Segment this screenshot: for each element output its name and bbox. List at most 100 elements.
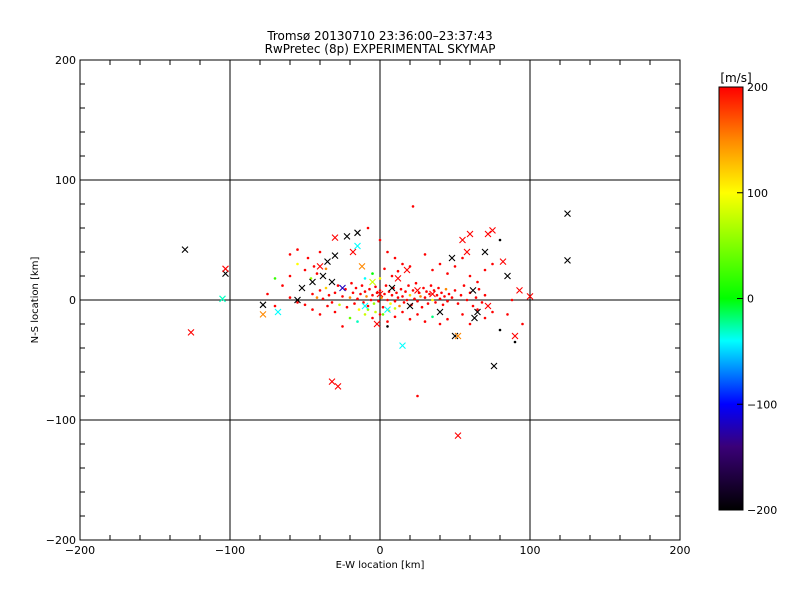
data-point-dot — [521, 322, 524, 326]
data-point-dot — [266, 292, 269, 296]
data-point-cross — [259, 301, 267, 309]
data-point-cross — [526, 293, 534, 300]
data-point-dot — [498, 328, 502, 332]
data-point-dot — [483, 268, 487, 272]
colorbar: [m/s] 200 100 0 −100 −200 — [718, 71, 777, 517]
data-point-dot — [396, 269, 400, 273]
y-tick-label: 200 — [55, 54, 76, 67]
data-point-dot — [431, 268, 434, 272]
colorbar-tick-label: 100 — [747, 187, 768, 200]
data-point-dot — [318, 289, 322, 292]
data-point-dot — [447, 292, 451, 296]
data-point-cross — [504, 272, 511, 280]
data-point-dot — [513, 340, 517, 344]
x-tick-label: −100 — [215, 544, 245, 557]
data-point-dot — [393, 256, 397, 260]
data-point-dot — [321, 297, 325, 301]
data-point-cross — [489, 227, 496, 234]
data-point-cross — [564, 257, 571, 264]
data-point-dot — [425, 290, 428, 293]
data-point-cross — [516, 287, 523, 294]
data-point-cross — [334, 383, 342, 390]
data-point-dot — [359, 292, 362, 296]
x-axis-label: E-W location [km] — [336, 560, 425, 571]
data-point-dot — [476, 308, 479, 311]
data-point-dot — [348, 296, 352, 299]
data-point-cross — [481, 248, 489, 256]
data-point-dot — [306, 256, 310, 260]
data-point-cross — [490, 362, 498, 370]
data-point-dot — [411, 205, 415, 208]
data-point-cross — [511, 332, 519, 340]
data-point-dot — [386, 250, 389, 254]
data-point-dot — [281, 284, 284, 287]
data-point-cross — [474, 308, 481, 316]
data-point-cross — [499, 258, 507, 265]
data-point-cross — [484, 230, 492, 238]
data-point-cross — [358, 263, 366, 270]
data-point-dot — [396, 296, 400, 299]
data-point-dot — [462, 284, 466, 287]
data-point-dot — [474, 296, 478, 299]
data-point-dot — [461, 313, 464, 316]
data-point-dot — [407, 284, 410, 287]
data-point-dot — [311, 308, 314, 311]
data-point-dot — [330, 301, 334, 304]
data-point-cross — [454, 332, 462, 340]
data-point-dot — [401, 262, 404, 266]
x-tick-labels: −200 −100 0 100 200 — [65, 544, 691, 557]
data-point-dot — [296, 262, 299, 266]
data-point-dot — [446, 317, 449, 321]
data-point-dot — [432, 289, 436, 292]
data-point-dot — [351, 291, 355, 295]
data-point-dot — [438, 262, 442, 266]
data-points — [181, 205, 571, 439]
data-point-dot — [389, 302, 392, 305]
data-point-dot — [441, 303, 445, 307]
data-point-dot — [368, 287, 371, 291]
data-point-dot — [318, 250, 322, 254]
data-point-dot — [498, 238, 502, 242]
data-point-cross — [463, 248, 471, 256]
colorbar-unit-label: [m/s] — [720, 71, 751, 85]
data-point-dot — [435, 293, 439, 297]
data-point-dot — [333, 291, 337, 295]
data-point-dot — [408, 293, 412, 297]
colorbar-tick-label: 200 — [747, 81, 768, 94]
data-point-dot — [416, 394, 419, 398]
data-point-cross — [373, 320, 381, 328]
data-point-cross — [309, 278, 316, 286]
data-point-dot — [444, 287, 448, 291]
data-point-dot — [336, 284, 340, 287]
data-point-cross — [294, 296, 301, 304]
data-point-dot — [383, 267, 386, 271]
data-point-dot — [369, 298, 373, 302]
data-point-dot — [338, 303, 341, 307]
data-point-dot — [491, 262, 494, 266]
data-point-dot — [401, 295, 404, 298]
data-point-cross — [469, 287, 477, 294]
data-point-cross — [274, 308, 282, 316]
data-point-cross — [331, 252, 339, 259]
data-point-dot — [405, 298, 409, 302]
data-point-dot — [453, 289, 457, 292]
data-point-dot — [341, 295, 344, 298]
y-tick-labels: −200 −100 0 100 200 — [46, 54, 76, 547]
data-point-dot — [456, 302, 460, 305]
data-point-dot — [380, 296, 383, 299]
data-point-dot — [315, 272, 319, 275]
data-point-dot — [402, 301, 406, 304]
data-point-dot — [363, 313, 367, 316]
data-point-cross — [354, 229, 361, 237]
data-point-dot — [303, 303, 307, 307]
data-point-dot — [440, 291, 443, 295]
data-point-dot — [438, 322, 442, 326]
data-point-dot — [395, 291, 398, 295]
data-point-dot — [416, 313, 419, 316]
data-point-dot — [459, 293, 463, 297]
data-point-dot — [471, 304, 475, 308]
data-point-dot — [480, 301, 484, 304]
data-point-cross — [451, 332, 459, 340]
data-point-cross — [459, 236, 466, 244]
data-point-cross — [181, 246, 189, 253]
